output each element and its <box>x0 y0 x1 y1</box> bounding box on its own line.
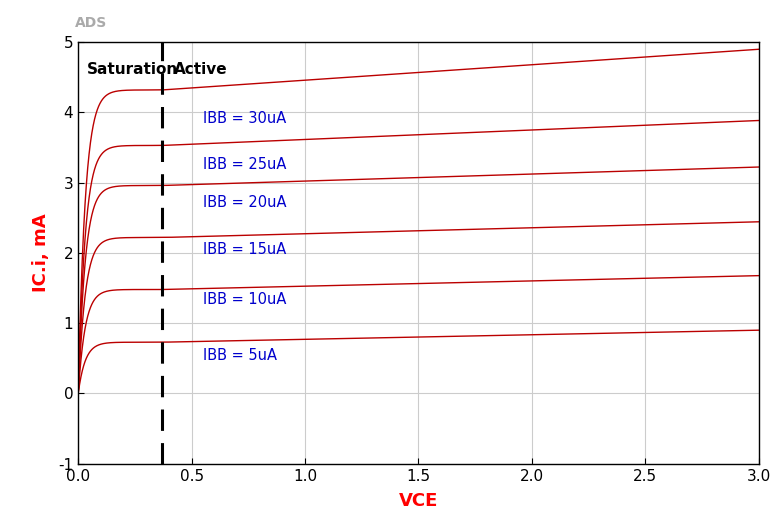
Y-axis label: IC.i, mA: IC.i, mA <box>32 213 50 292</box>
Text: IBB = 15uA: IBB = 15uA <box>203 242 286 257</box>
Text: IBB = 10uA: IBB = 10uA <box>203 292 286 307</box>
Text: ADS: ADS <box>75 15 107 30</box>
X-axis label: VCE: VCE <box>399 492 438 510</box>
Text: IBB = 5uA: IBB = 5uA <box>203 348 277 364</box>
Text: Saturation: Saturation <box>88 62 178 77</box>
Text: IBB = 25uA: IBB = 25uA <box>203 157 286 172</box>
Text: IBB = 30uA: IBB = 30uA <box>203 111 286 126</box>
Text: Active: Active <box>174 62 227 77</box>
Text: IBB = 20uA: IBB = 20uA <box>203 196 286 210</box>
